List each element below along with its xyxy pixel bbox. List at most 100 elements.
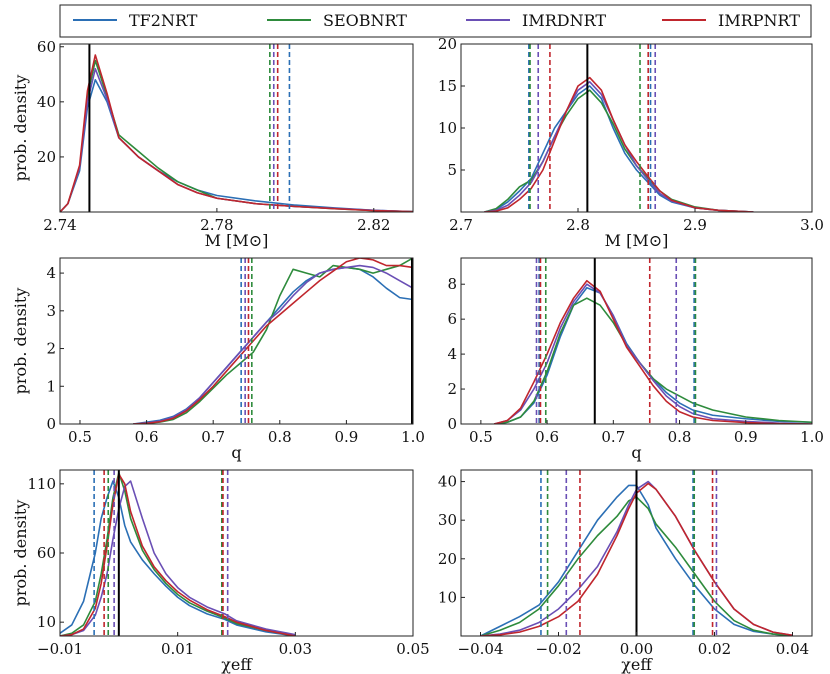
y-tick-label: 6 (447, 310, 457, 328)
series-line-imrpnrt (493, 279, 812, 424)
legend-label-tf2nrt: TF2NRT (129, 11, 198, 30)
x-tick-label: 2.8 (566, 216, 590, 234)
x-tick-label: 0.8 (668, 428, 692, 446)
y-tick-label: 0 (46, 415, 56, 433)
y-tick-label: 30 (438, 511, 457, 529)
y-tick-label: 3 (46, 302, 56, 320)
legend-entry-seobnrt: SEOBNRT (267, 11, 407, 30)
x-tick-label: 2.74 (43, 216, 76, 234)
legend-entry-tf2nrt: TF2NRT (73, 11, 198, 30)
x-tick-label: 0.03 (279, 640, 312, 658)
series-line-imrdnrt (493, 283, 812, 424)
series-line-imrdnrt (133, 264, 413, 424)
panel-q-right: 0.5 0.6 0.7 0.8 0.9 1.0 0 2 4 6 8 q (447, 257, 824, 462)
x-tick-label: 0.02 (698, 640, 731, 658)
series-line-seobnrt (494, 297, 812, 424)
x-tick-label: 0.01 (161, 640, 194, 658)
y-axis-label: prob. density (11, 288, 30, 395)
axes-frame (59, 43, 414, 213)
y-tick-label: 4 (46, 264, 56, 282)
x-axis-label: M [M⊙] (605, 231, 669, 250)
x-tick-label: 0.00 (620, 640, 653, 658)
series-line-seobnrt (133, 258, 413, 424)
y-tick-label: 110 (27, 475, 56, 493)
series-line-tf2nrt (494, 286, 812, 424)
x-tick-label: 2.9 (683, 216, 707, 234)
y-axis-label: prob. density (11, 75, 30, 182)
x-tick-label: −0.01 (37, 640, 83, 658)
series-line-tf2nrt (484, 85, 754, 212)
x-tick-label: 0.5 (68, 428, 92, 446)
legend-entry-imrpnrt: IMRPNRT (662, 11, 800, 30)
x-tick-label: 0.8 (268, 428, 292, 446)
panel-q-left: 0.5 0.6 0.7 0.8 0.9 1.0 0 1 2 3 4 q prob. density (11, 257, 425, 462)
y-tick-label: 60 (37, 38, 56, 56)
legend-label-imrdnrt: IMRDNRT (522, 11, 606, 30)
series-line-imrdnrt (484, 81, 754, 212)
x-tick-label: 0.7 (601, 428, 625, 446)
x-tick-label: 0.6 (135, 428, 159, 446)
plot-area-q-right (493, 258, 812, 424)
series-line-imrdnrt (60, 480, 296, 636)
plot-area-chi-left (60, 470, 296, 636)
x-axis-label: χeff (221, 655, 253, 674)
panel-mass-left: 2.74 2.78 2.82 20 40 60 M [M⊙] prob. density (11, 38, 414, 250)
x-tick-label: 0.9 (334, 428, 358, 446)
plot-area-mass-left (60, 44, 413, 212)
x-tick-label: 3.0 (800, 216, 824, 234)
x-tick-label: −0.04 (458, 640, 504, 658)
legend-entry-imrdnrt: IMRDNRT (466, 11, 606, 30)
series-line-imrpnrt (133, 258, 413, 424)
y-tick-label: 2 (46, 340, 56, 358)
y-tick-label: 60 (37, 544, 56, 562)
y-tick-label: 10 (438, 119, 457, 137)
x-tick-label: 0.05 (396, 640, 429, 658)
axes-frame (460, 257, 813, 425)
y-tick-label: 40 (438, 473, 457, 491)
x-tick-label: 2.78 (200, 216, 233, 234)
panel-mass-right: 2.7 2.8 2.9 3.0 5 10 15 20 M [M⊙] (438, 35, 824, 250)
x-tick-label: 0.6 (535, 428, 559, 446)
x-tick-label: 2.82 (357, 216, 390, 234)
y-tick-label: 40 (37, 93, 56, 111)
x-axis-label: q (631, 443, 641, 462)
axes-frame (59, 257, 414, 425)
series-line-seobnrt (60, 59, 413, 212)
y-tick-label: 8 (447, 275, 457, 293)
series-line-imrpnrt (484, 76, 754, 212)
plot-area-mass-right (484, 44, 754, 212)
plot-area-chi-right (480, 470, 793, 636)
series-line-tf2nrt (133, 266, 413, 424)
x-tick-label: 2.7 (449, 216, 473, 234)
x-tick-label: 0.5 (469, 428, 493, 446)
y-tick-label: 5 (447, 161, 457, 179)
series-line-tf2nrt (60, 79, 413, 212)
series-line-imrpnrt (60, 54, 413, 212)
panel-chi-left: −0.01 0.01 0.03 0.05 10 60 110 χeff prob. densit… (11, 469, 430, 674)
plot-area-q-left (133, 258, 413, 424)
y-tick-label: 1 (46, 377, 56, 395)
y-tick-label: 20 (438, 550, 457, 568)
y-tick-label: 0 (447, 415, 457, 433)
legend: TF2NRT SEOBNRT IMRDNRT IMRPNRT (59, 4, 812, 38)
x-tick-label: 0.04 (776, 640, 809, 658)
y-axis-label: prob. density (11, 500, 30, 607)
x-tick-label: −0.02 (536, 640, 582, 658)
legend-label-seobnrt: SEOBNRT (323, 11, 407, 30)
y-tick-label: 20 (438, 35, 457, 53)
x-axis-label: q (231, 443, 241, 462)
x-tick-label: 1.0 (800, 428, 824, 446)
x-tick-label: 0.7 (201, 428, 225, 446)
panel-chi-right: −0.04 −0.02 0.00 0.02 0.04 10 20 30 40 χeff (438, 469, 813, 674)
x-tick-label: 0.9 (734, 428, 758, 446)
y-tick-label: 15 (438, 77, 457, 95)
x-tick-label: 1.0 (401, 428, 425, 446)
axes-frame (460, 43, 813, 213)
y-tick-label: 4 (447, 345, 457, 363)
x-axis-label: χeff (621, 655, 653, 674)
y-tick-label: 2 (447, 380, 457, 398)
y-tick-label: 10 (37, 613, 56, 631)
y-tick-label: 10 (438, 588, 457, 606)
